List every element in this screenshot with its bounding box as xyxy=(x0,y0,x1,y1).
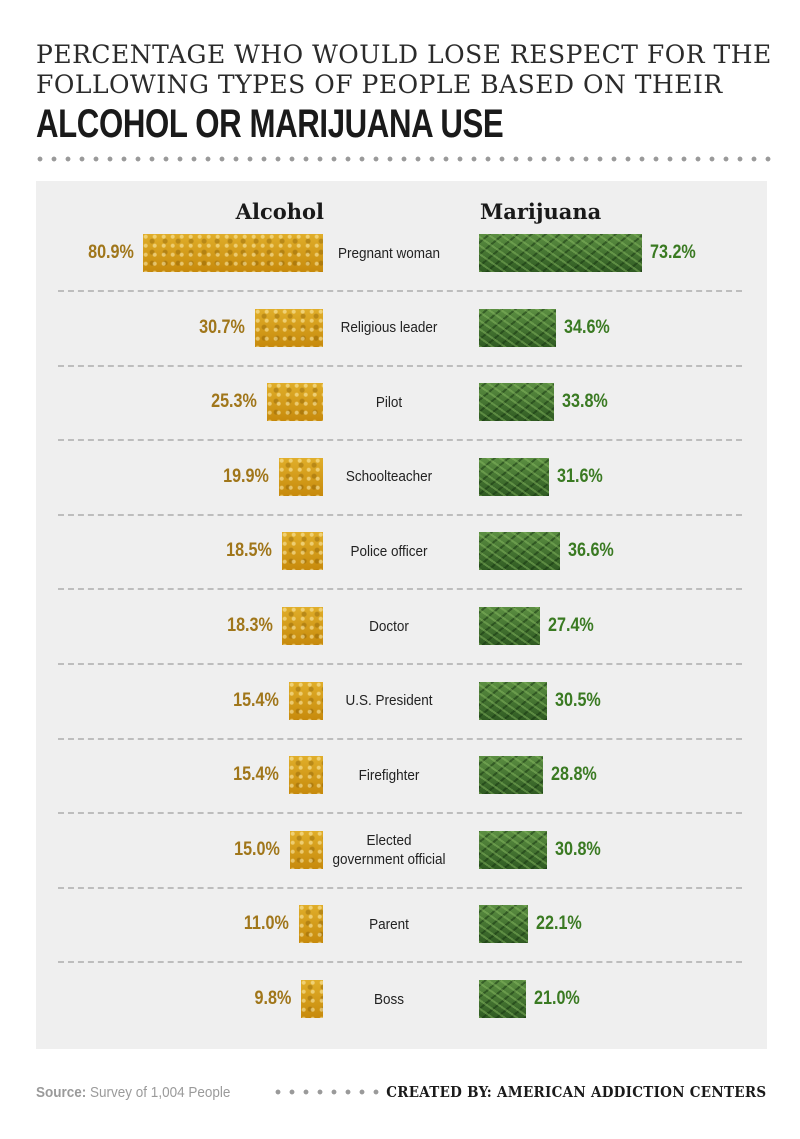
category-label: Police officer xyxy=(350,542,428,560)
alcohol-bar xyxy=(282,607,323,645)
alcohol-bar xyxy=(288,756,323,795)
chart-panel xyxy=(36,181,767,1049)
marijuana-value-label: 36.6% xyxy=(568,540,615,562)
alcohol-bar xyxy=(278,457,323,496)
marijuana-value-label: 21.0% xyxy=(533,988,580,1009)
chart-title-main: ALCOHOL OR MARIJUANA USE xyxy=(36,102,504,146)
category-label: U.S. President xyxy=(345,692,433,710)
row-separator xyxy=(58,663,742,665)
alcohol-bar xyxy=(281,532,323,571)
title-line-1: PERCENTAGE WHO WOULD LOSE RESPECT FOR TH… xyxy=(36,40,772,69)
category-label: Elected government official xyxy=(332,831,446,868)
marijuana-value-label: 73.2% xyxy=(649,242,696,263)
top-dotted-divider xyxy=(33,156,771,162)
category-label: Boss xyxy=(373,990,405,1008)
marijuana-value-label: 28.8% xyxy=(550,764,597,786)
marijuana-bar xyxy=(479,756,543,795)
alcohol-value-label: 30.7% xyxy=(199,316,245,338)
category-label: Doctor xyxy=(369,617,409,635)
marijuana-bar xyxy=(479,457,550,496)
marijuana-value-label: 22.1% xyxy=(536,913,582,935)
alcohol-bar xyxy=(254,308,323,347)
alcohol-bar xyxy=(301,980,323,1018)
category-label: Religious leader xyxy=(340,319,438,337)
title-line-2: FOLLOWING TYPES OF PEOPLE BASED ON THEIR xyxy=(36,70,723,99)
category-label: Pilot xyxy=(375,393,403,411)
marijuana-bar xyxy=(479,905,529,944)
marijuana-bar xyxy=(479,532,561,571)
alcohol-value-label: 15.4% xyxy=(233,764,279,786)
marijuana-bar xyxy=(479,607,540,645)
row-separator xyxy=(58,886,742,889)
alcohol-bar xyxy=(143,234,323,272)
chart-title: PERCENTAGE WHO WOULD LOSE RESPECT FOR TH… xyxy=(36,40,776,100)
marijuana-bar xyxy=(479,681,547,720)
alcohol-bar xyxy=(288,681,323,720)
row-separator xyxy=(58,290,742,292)
row-separator xyxy=(58,737,742,740)
marijuana-value-label: 31.6% xyxy=(557,465,603,487)
row-separator xyxy=(58,812,742,815)
marijuana-bar xyxy=(479,830,548,869)
alcohol-value-label: 15.4% xyxy=(233,689,279,711)
row-separator xyxy=(58,588,742,591)
row-separator xyxy=(58,364,742,367)
category-label: Firefighter xyxy=(358,766,420,784)
credit-text: CREATED BY: AMERICAN ADDICTION CENTERS xyxy=(385,1083,766,1101)
alcohol-bar xyxy=(298,905,323,944)
source-label: Source: xyxy=(36,1084,87,1101)
marijuana-bar xyxy=(479,308,556,347)
category-label: Parent xyxy=(369,915,409,933)
alcohol-bar xyxy=(266,383,323,422)
row-separator xyxy=(58,439,742,442)
marijuana-value-label: 27.4% xyxy=(547,615,594,636)
alcohol-value-label: 9.8% xyxy=(254,988,292,1009)
legend-marijuana: Marijuana xyxy=(480,199,602,224)
marijuana-bar xyxy=(479,980,526,1018)
alcohol-value-label: 11.0% xyxy=(243,913,289,935)
footer-dotted-divider xyxy=(271,1089,383,1095)
source-text: Survey of 1,004 People xyxy=(90,1084,231,1101)
marijuana-bar xyxy=(479,383,555,422)
marijuana-value-label: 33.8% xyxy=(562,391,608,413)
category-label: Schoolteacher xyxy=(345,468,433,486)
alcohol-value-label: 19.9% xyxy=(223,465,269,487)
alcohol-bar xyxy=(289,830,323,869)
marijuana-bar xyxy=(479,234,642,272)
alcohol-value-label: 25.3% xyxy=(211,391,257,413)
marijuana-value-label: 34.6% xyxy=(563,316,610,338)
source-note: Source: Survey of 1,004 People xyxy=(36,1084,230,1101)
legend-alcohol: Alcohol xyxy=(235,199,324,224)
alcohol-value-label: 15.0% xyxy=(233,838,280,860)
row-separator xyxy=(58,961,742,964)
row-separator xyxy=(58,513,742,516)
category-label: Pregnant woman xyxy=(337,244,441,262)
marijuana-value-label: 30.5% xyxy=(554,689,601,711)
alcohol-value-label: 18.5% xyxy=(226,540,272,562)
marijuana-value-label: 30.8% xyxy=(555,838,602,860)
alcohol-value-label: 18.3% xyxy=(226,615,273,636)
alcohol-value-label: 80.9% xyxy=(87,242,134,263)
